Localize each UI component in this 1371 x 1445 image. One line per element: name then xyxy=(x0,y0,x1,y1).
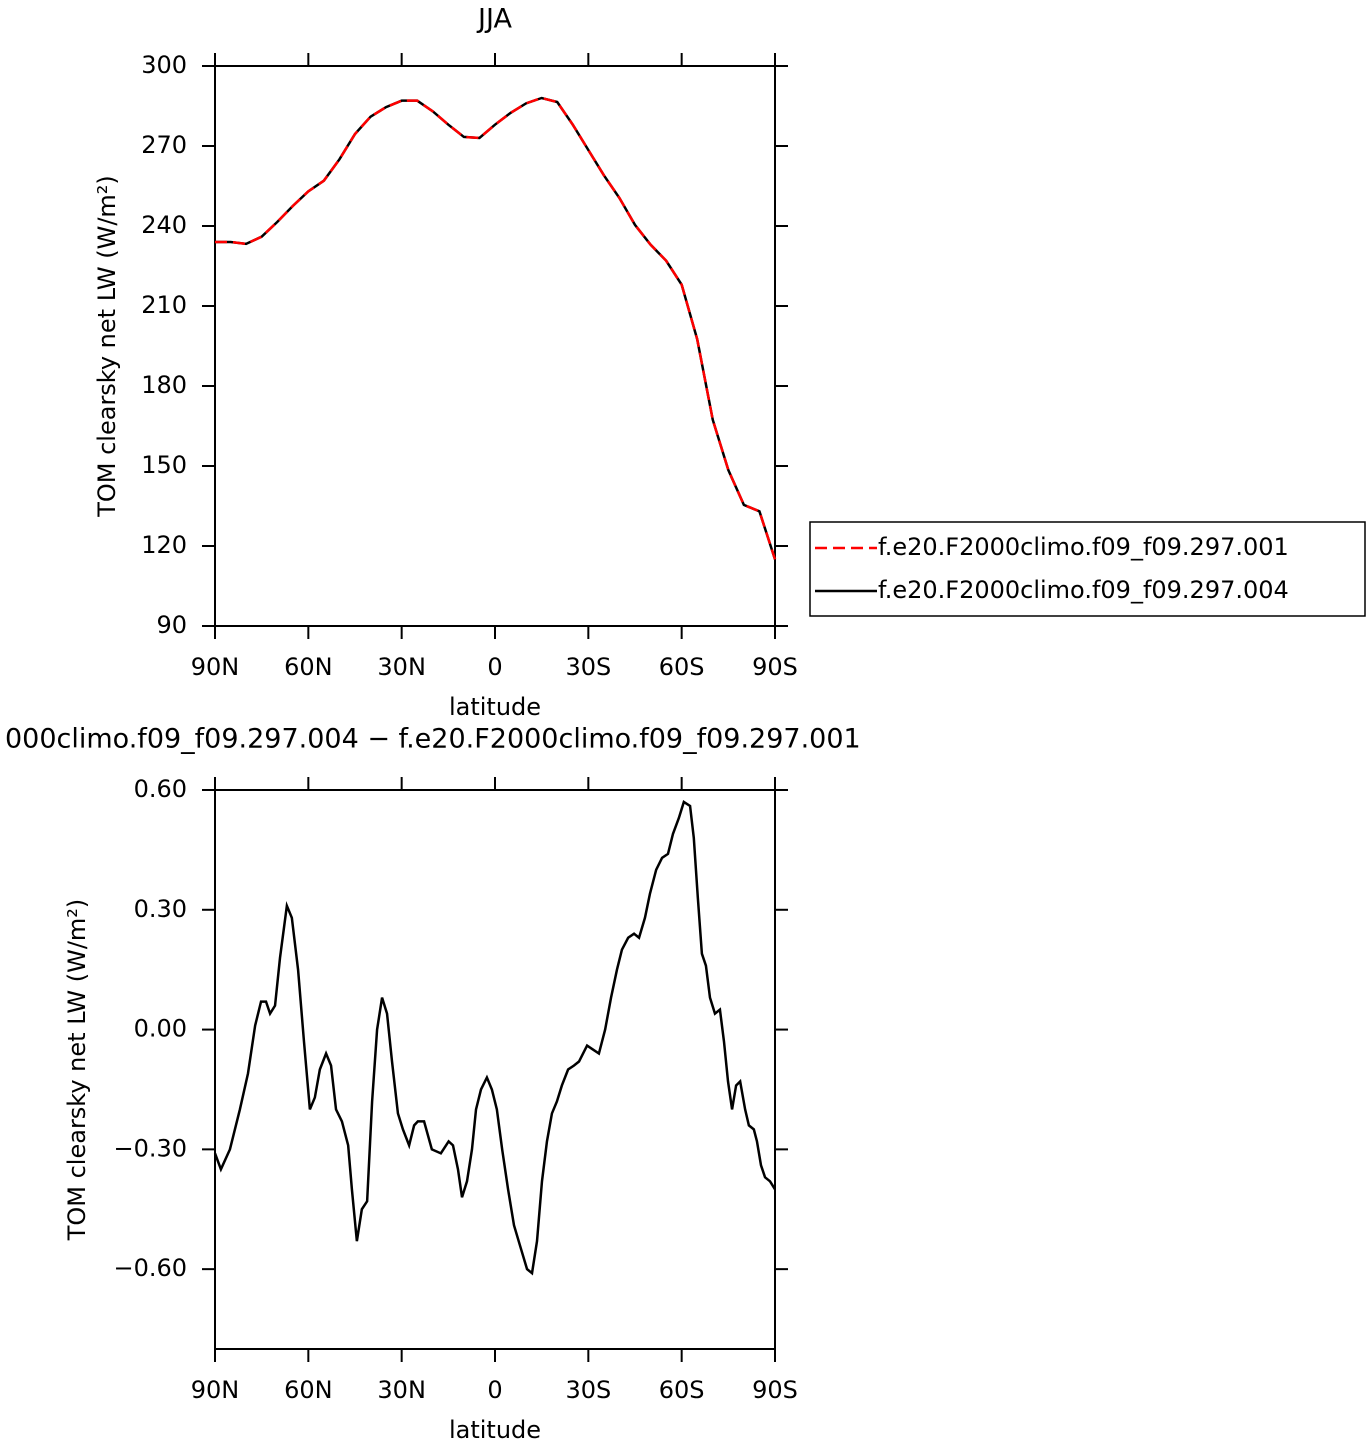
y-axis-label: TOM clearsky net LW (W/m²) xyxy=(63,899,91,1242)
x-tick-label: 60S xyxy=(659,653,705,681)
x-tick-label: 90N xyxy=(191,653,240,681)
x-tick-label: 90S xyxy=(752,1376,798,1404)
plot-frame xyxy=(214,65,776,627)
y-tick-label: 120 xyxy=(141,531,187,559)
y-tick-label: 90 xyxy=(156,611,187,639)
y-tick-label: 0.30 xyxy=(134,895,187,923)
y-tick-label: −0.30 xyxy=(113,1134,187,1162)
y-axis-label: TOM clearsky net LW (W/m²) xyxy=(93,175,121,518)
chart-title: 000climo.f09_f09.297.004 − f.e20.F2000cl… xyxy=(5,724,861,755)
x-tick-label: 30S xyxy=(565,1376,611,1404)
data-line xyxy=(215,96,777,560)
x-tick-label: 90S xyxy=(752,653,798,681)
y-tick-label: 270 xyxy=(141,131,187,159)
y-tick-label: 0.60 xyxy=(134,775,187,803)
data-line xyxy=(215,96,777,560)
x-tick-label: 60N xyxy=(284,653,333,681)
data-line xyxy=(213,800,777,1276)
y-tick-label: 180 xyxy=(141,371,187,399)
legend-box xyxy=(809,521,1366,617)
x-tick-label: 0 xyxy=(487,653,502,681)
x-tick-label: 60N xyxy=(284,1376,333,1404)
x-axis-label: latitude xyxy=(449,693,541,721)
x-tick-label: 0 xyxy=(487,1376,502,1404)
plot-frame xyxy=(214,789,776,1350)
y-tick-label: 0.00 xyxy=(134,1015,187,1043)
legend-label: f.e20.F2000climo.f09_f09.297.004 xyxy=(878,576,1289,604)
y-tick-label: 240 xyxy=(141,211,187,239)
y-tick-label: 150 xyxy=(141,451,187,479)
legend-label: f.e20.F2000climo.f09_f09.297.001 xyxy=(878,533,1289,561)
x-tick-label: 30N xyxy=(377,1376,426,1404)
x-tick-label: 30S xyxy=(565,653,611,681)
x-axis-label: latitude xyxy=(449,1416,541,1444)
chart-title: JJA xyxy=(476,4,512,35)
y-tick-label: 300 xyxy=(141,51,187,79)
x-tick-label: 90N xyxy=(191,1376,240,1404)
y-tick-label: −0.60 xyxy=(113,1254,187,1282)
y-tick-label: 210 xyxy=(141,291,187,319)
x-tick-label: 60S xyxy=(659,1376,705,1404)
x-tick-label: 30N xyxy=(377,653,426,681)
